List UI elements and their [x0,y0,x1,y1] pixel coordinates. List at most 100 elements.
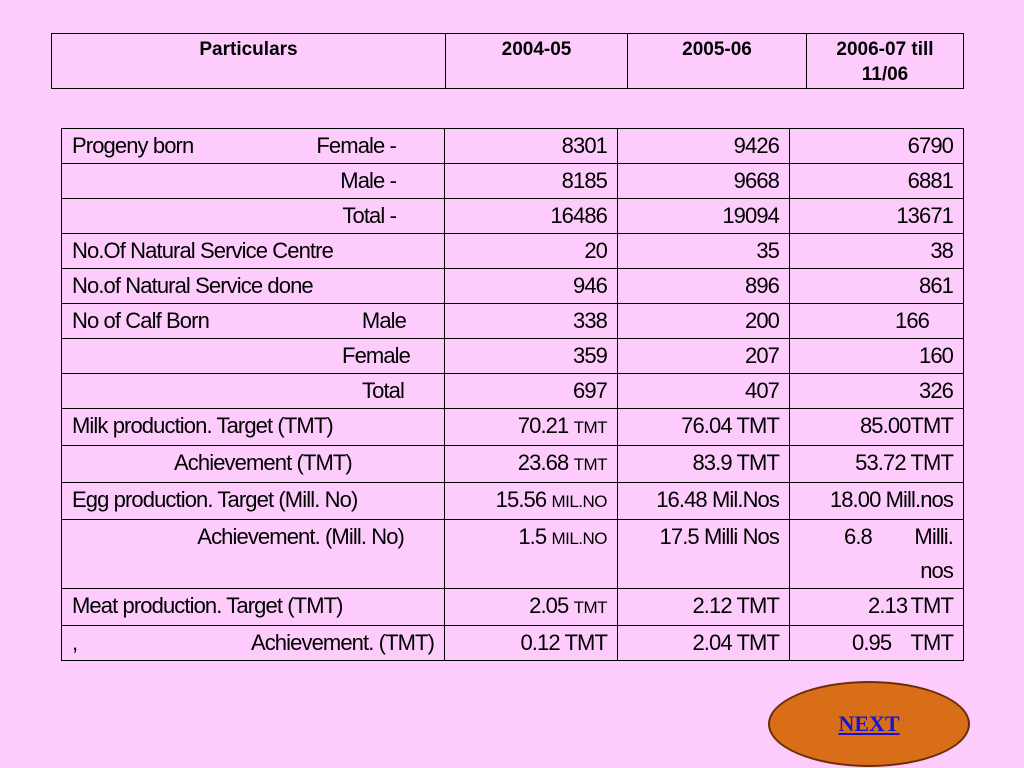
header-table: Particulars 2004-05 2005-06 2006-07 till… [51,33,964,89]
row-label-part: Female - [316,133,397,158]
value-number: 1.5 [518,524,547,549]
table-row: Total 697 407 326 [61,373,964,409]
value-2004-05: 16486 [444,198,618,234]
value-2005-06: 9426 [617,128,790,164]
header-2005-06: 2005-06 [627,33,807,89]
value-2005-06: 2.04 TMT [617,625,790,661]
value-2004-05: 23.68 TMT [444,445,618,483]
row-label: No of Calf Born Male [61,303,445,339]
value-2004-05: 1.5 MIL.NO [444,519,618,589]
value-2005-06: 83.9 TMT [617,445,790,483]
value-2006-07: 6790 [789,128,964,164]
value-2006-07: 0.95 TMT [789,625,964,661]
header-2004-05: 2004-05 [445,33,628,89]
row-label: Total [61,373,445,409]
row-label: Achievement. (Mill. No) [61,519,445,589]
table-row: Achievement. (Mill. No) 1.5 MIL.NO 17.5 … [61,519,964,589]
row-label: No.Of Natural Service Centre [61,233,445,269]
table-row: Milk production. Target (TMT) 70.21 TMT … [61,408,964,446]
row-label-part: Progeny born [72,133,194,158]
value-number: 0.95 [852,630,892,655]
value-unit: TMT [910,630,953,655]
value-2005-06: 407 [617,373,790,409]
header-row: Particulars 2004-05 2005-06 2006-07 till… [51,33,964,89]
value-2005-06: 2.12 TMT [617,588,790,626]
table-row: No of Calf Born Male 338 200 166 [61,303,964,339]
value-2006-07: 53.72 TMT [789,445,964,483]
value-number: 6.8 [844,524,873,549]
value-2005-06: 896 [617,268,790,304]
next-button-label[interactable]: NEXT [838,711,900,736]
value-number: 70.21 [517,413,569,438]
value-2006-07: 6881 [789,163,964,199]
value-number: 23.68 [517,450,569,475]
row-label: Egg production. Target (Mill. No) [61,482,445,520]
value-unit: TMT [910,593,953,618]
value-unit-continued: nos [920,558,954,583]
value-2004-05: 0.12 TMT [444,625,618,661]
row-label-part: , [72,630,78,655]
table-row: Female 359 207 160 [61,338,964,374]
row-label: Total - [61,198,445,234]
table-row: Progeny born Female - 8301 9426 6790 [61,128,964,164]
value-2006-07: 326 [789,373,964,409]
row-label: Male - [61,163,445,199]
value-2006-07: 38 [789,233,964,269]
value-2004-05: 946 [444,268,618,304]
value-2006-07: 166 [789,303,964,339]
value-2006-07: 18.00 Mill.nos [789,482,964,520]
row-label: Meat production. Target (TMT) [61,588,445,626]
table-row: Meat production. Target (TMT) 2.05 TMT 2… [61,588,964,626]
header-particulars: Particulars [51,33,446,89]
row-label: , Achievement. (TMT) [61,625,445,661]
value-2004-05: 15.56 MIL.NO [444,482,618,520]
value-number: 15.56 [495,487,547,512]
value-2006-07: 2.13 TMT [789,588,964,626]
table-row: , Achievement. (TMT) 0.12 TMT 2.04 TMT 0… [61,625,964,661]
value-2005-06: 200 [617,303,790,339]
value-unit: TMT [573,598,608,617]
value-2004-05: 697 [444,373,618,409]
row-label: Milk production. Target (TMT) [61,408,445,446]
row-label-part: No of Calf Born [72,308,210,333]
table-row: No.of Natural Service done 946 896 861 [61,268,964,304]
table-row: No.Of Natural Service Centre 20 35 38 [61,233,964,269]
table-row: Achievement (TMT) 23.68 TMT 83.9 TMT 53.… [61,445,964,483]
row-label-part: Male [361,308,407,333]
value-2004-05: 8185 [444,163,618,199]
value-unit: TMT [573,418,608,437]
value-2006-07: 160 [789,338,964,374]
row-label-part: Achievement. (TMT) [250,630,435,655]
table-row: Male - 8185 9668 6881 [61,163,964,199]
value-2005-06: 35 [617,233,790,269]
row-label: Progeny born Female - [61,128,445,164]
value-2005-06: 19094 [617,198,790,234]
value-2004-05: 338 [444,303,618,339]
value-number: 2.05 [529,593,569,618]
value-unit: MIL.NO [551,529,607,548]
value-2005-06: 17.5 Milli Nos [617,519,790,589]
value-2006-07: 13671 [789,198,964,234]
value-unit: TMT [573,455,608,474]
value-2004-05: 359 [444,338,618,374]
value-2004-05: 70.21 TMT [444,408,618,446]
row-label: No.of Natural Service done [61,268,445,304]
table-row: Egg production. Target (Mill. No) 15.56 … [61,482,964,520]
value-2004-05: 20 [444,233,618,269]
value-2005-06: 207 [617,338,790,374]
value-2006-07: 861 [789,268,964,304]
data-table: Progeny born Female - 8301 9426 6790 Mal… [61,128,964,661]
value-unit: Milli. [914,524,953,549]
header-2006-07: 2006-07 till 11/06 [806,33,964,89]
row-label: Achievement (TMT) [61,445,445,483]
value-2005-06: 9668 [617,163,790,199]
next-button[interactable]: NEXT [768,681,970,767]
table-row: Total - 16486 19094 13671 [61,198,964,234]
value-2005-06: 76.04 TMT [617,408,790,446]
value-2006-07: 85.00TMT [789,408,964,446]
value-number: 2.13 [868,593,908,618]
row-label: Female [61,338,445,374]
value-2004-05: 8301 [444,128,618,164]
value-2004-05: 2.05 TMT [444,588,618,626]
value-2006-07: 6.8 Milli. nos [789,519,964,589]
